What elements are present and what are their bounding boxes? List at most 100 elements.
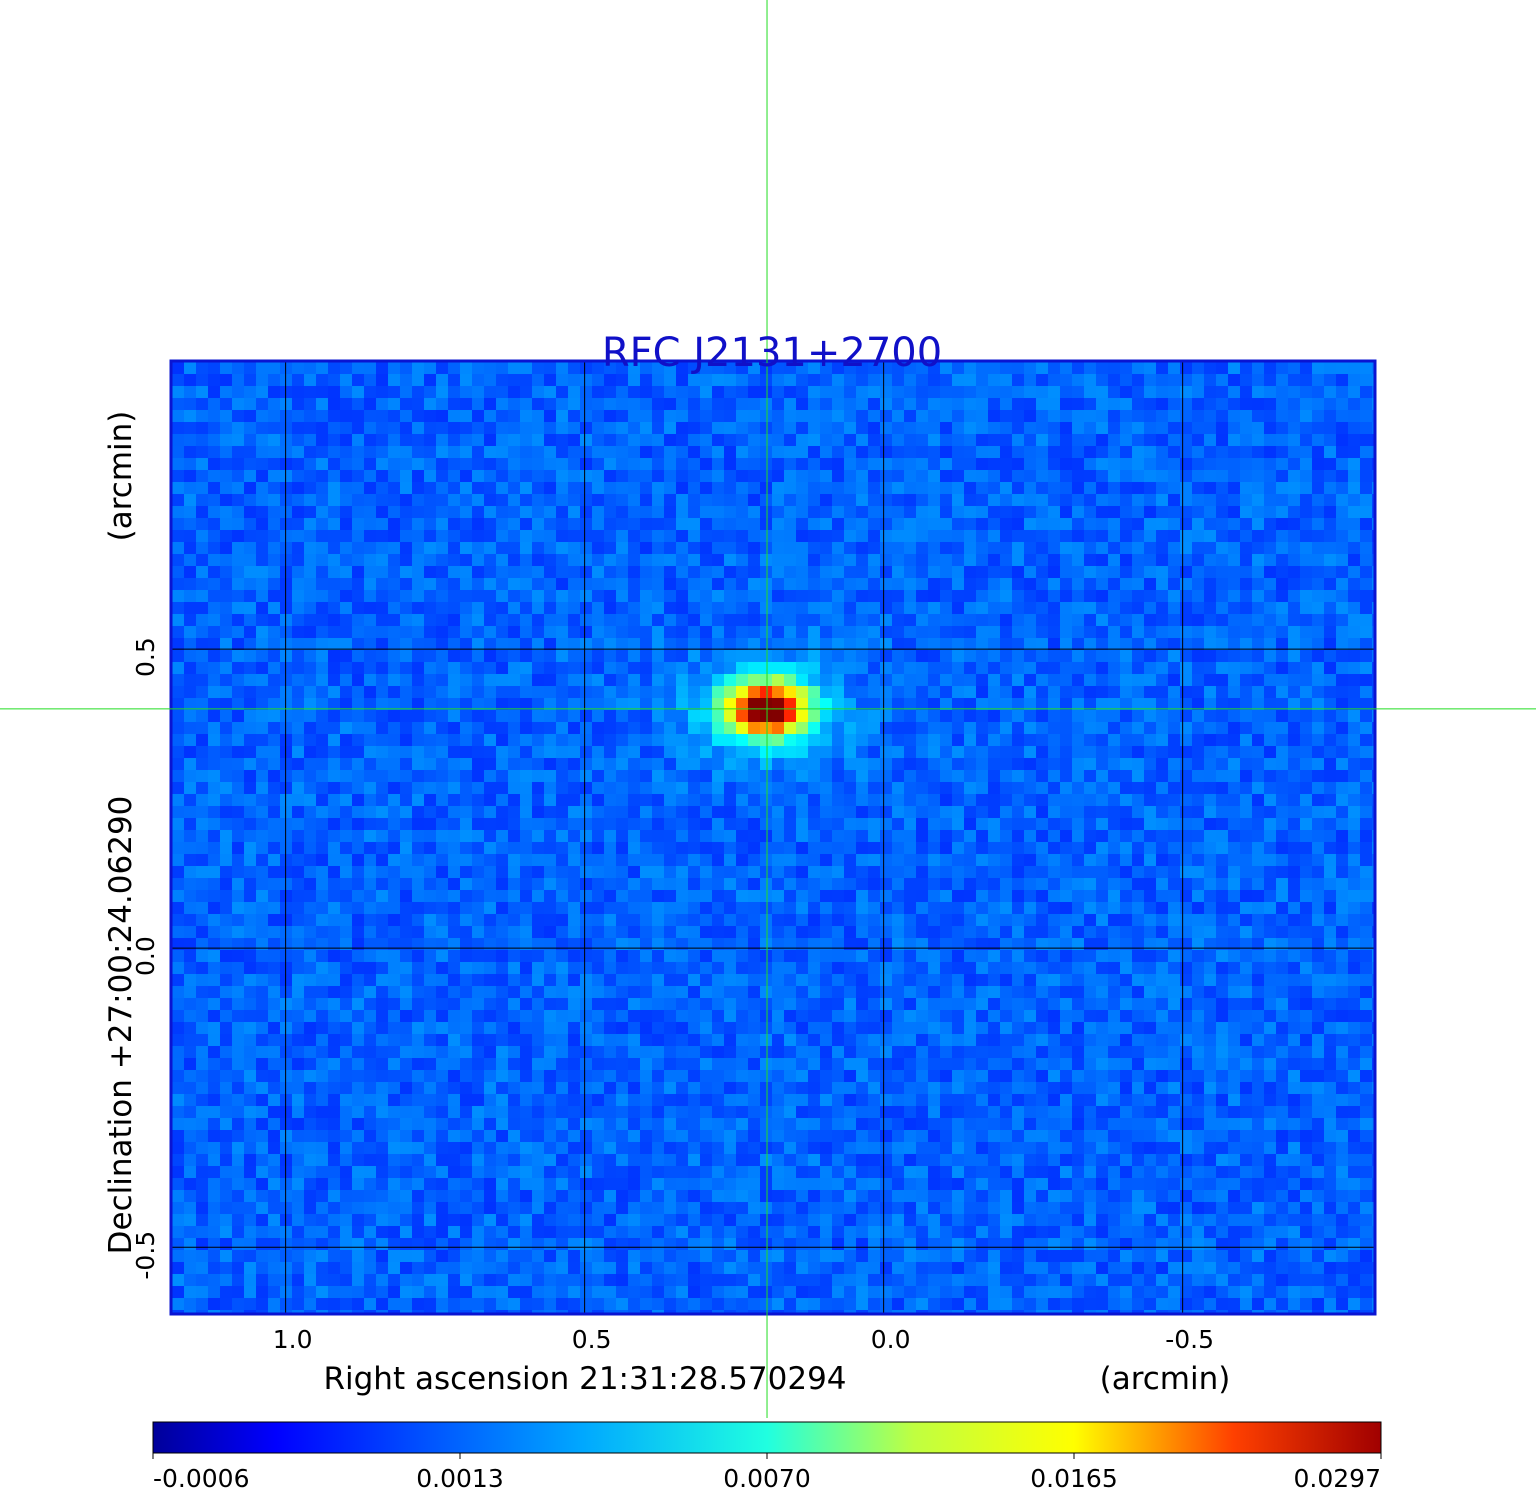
map-pixel [808, 650, 821, 663]
map-pixel [1252, 782, 1265, 795]
map-pixel [928, 626, 941, 639]
map-pixel [976, 374, 989, 387]
map-pixel [628, 686, 641, 699]
map-pixel [1252, 902, 1265, 915]
map-pixel [448, 686, 461, 699]
map-pixel [172, 830, 185, 843]
map-pixel [244, 770, 257, 783]
map-pixel [616, 638, 629, 651]
map-pixel [292, 902, 305, 915]
map-pixel [748, 686, 761, 699]
map-pixel [856, 914, 869, 927]
map-pixel [484, 950, 497, 963]
map-pixel [1372, 638, 1374, 651]
map-pixel [976, 590, 989, 603]
map-pixel [628, 422, 641, 435]
map-pixel [220, 926, 233, 939]
map-pixel [172, 878, 185, 891]
map-pixel [1036, 878, 1049, 891]
map-pixel [928, 698, 941, 711]
map-pixel [688, 410, 701, 423]
map-pixel [1192, 722, 1205, 735]
map-pixel [412, 578, 425, 591]
map-pixel [232, 482, 245, 495]
map-pixel [928, 662, 941, 675]
map-pixel [1228, 662, 1241, 675]
map-pixel [748, 458, 761, 471]
map-pixel [460, 470, 473, 483]
map-pixel [916, 758, 929, 771]
map-pixel [892, 494, 905, 507]
map-pixel [676, 926, 689, 939]
map-pixel [196, 638, 209, 651]
map-pixel [1312, 770, 1325, 783]
map-pixel [532, 614, 545, 627]
map-pixel [544, 674, 557, 687]
map-pixel [1036, 938, 1049, 951]
map-pixel [1024, 386, 1037, 399]
map-pixel [1108, 662, 1121, 675]
map-pixel [760, 758, 773, 771]
map-pixel [1312, 722, 1325, 735]
map-pixel [544, 866, 557, 879]
map-pixel [1036, 614, 1049, 627]
map-pixel [388, 722, 401, 735]
map-pixel [1096, 758, 1109, 771]
map-pixel [1360, 422, 1373, 435]
map-pixel [1240, 938, 1253, 951]
map-pixel [652, 398, 665, 411]
map-pixel [1000, 434, 1013, 447]
map-pixel [364, 842, 377, 855]
map-pixel [1288, 818, 1301, 831]
map-pixel [232, 890, 245, 903]
map-pixel [784, 674, 797, 687]
map-pixel [1144, 518, 1157, 531]
map-pixel [1288, 782, 1301, 795]
map-pixel [1276, 674, 1289, 687]
map-pixel [1012, 674, 1025, 687]
map-pixel [640, 710, 653, 723]
map-pixel [1168, 374, 1181, 387]
map-pixel [400, 374, 413, 387]
map-pixel [1228, 782, 1241, 795]
map-pixel [304, 422, 317, 435]
map-pixel [532, 518, 545, 531]
map-pixel [700, 866, 713, 879]
map-pixel [340, 362, 353, 375]
map-pixel [256, 914, 269, 927]
map-pixel [940, 818, 953, 831]
map-pixel [796, 362, 809, 375]
map-pixel [652, 446, 665, 459]
map-pixel [964, 854, 977, 867]
map-pixel [1276, 626, 1289, 639]
map-pixel [1084, 614, 1097, 627]
map-pixel [496, 494, 509, 507]
map-pixel [856, 830, 869, 843]
map-pixel [268, 482, 281, 495]
map-pixel [580, 878, 593, 891]
map-pixel [1204, 434, 1217, 447]
map-pixel [940, 614, 953, 627]
map-pixel [1288, 386, 1301, 399]
map-pixel [724, 866, 737, 879]
map-pixel [1228, 590, 1241, 603]
map-pixel [436, 866, 449, 879]
map-pixel [280, 542, 293, 555]
map-pixel [1204, 566, 1217, 579]
map-pixel [1084, 494, 1097, 507]
map-pixel [244, 758, 257, 771]
map-pixel [1204, 878, 1217, 891]
map-pixel [868, 782, 881, 795]
map-pixel [1216, 806, 1229, 819]
map-pixel [1072, 650, 1085, 663]
map-pixel [676, 662, 689, 675]
map-pixel [508, 374, 521, 387]
map-pixel [508, 446, 521, 459]
map-pixel [484, 806, 497, 819]
map-pixel [664, 746, 677, 759]
map-pixel [316, 410, 329, 423]
map-pixel [760, 734, 773, 747]
map-pixel [1048, 686, 1061, 699]
map-pixel [892, 446, 905, 459]
map-pixel [688, 494, 701, 507]
